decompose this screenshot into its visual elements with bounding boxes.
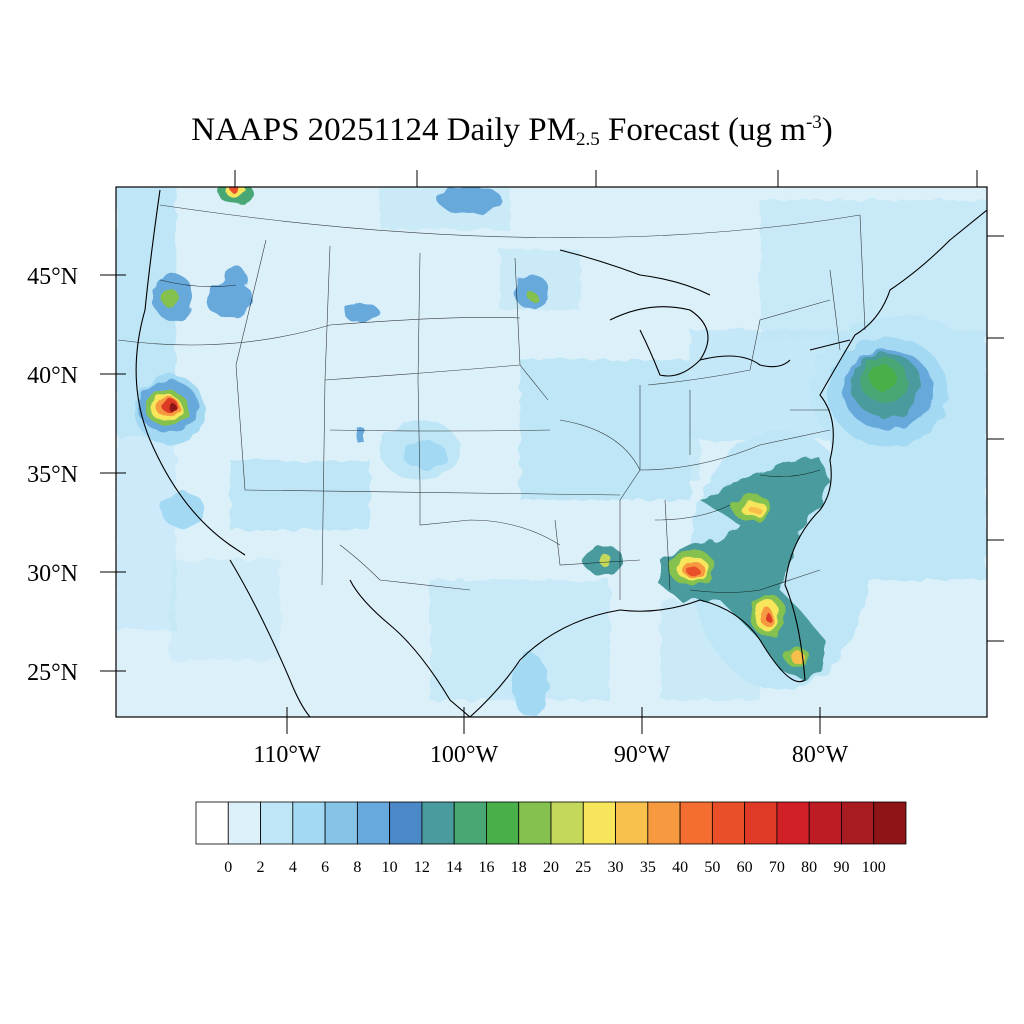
colorbar-label: 25: [575, 859, 591, 876]
colorbar-swatch: [841, 801, 875, 845]
plume-georgia: [732, 495, 772, 521]
map-frame: [115, 186, 988, 718]
latitude-labels: 45°N 40°N 35°N 30°N 25°N: [27, 264, 78, 686]
colorbar-swatch: [582, 801, 616, 845]
colorbar-label: 8: [353, 859, 361, 876]
axis-ticks: [100, 170, 1004, 734]
plume-california: [138, 380, 198, 432]
plume-florida: [751, 593, 809, 667]
colorbar: [195, 801, 907, 845]
title-prefix: NAAPS 20251124 Daily PM: [191, 112, 576, 148]
lon-label-110w: 110°W: [253, 742, 321, 768]
colorbar-swatch: [679, 801, 713, 845]
colorbar-swatch: [421, 801, 455, 845]
title-subscript: 2.5: [575, 129, 600, 150]
colorbar-swatch: [195, 801, 229, 845]
plume-alabama: [669, 550, 715, 586]
coastlines: [135, 189, 987, 717]
plume-southeast: [660, 458, 830, 680]
colorbar-label: 80: [801, 859, 817, 876]
plume-pacific-northwest: [153, 273, 193, 321]
colorbar-label: 30: [608, 859, 624, 876]
colorbar-label: 0: [224, 859, 232, 876]
plume-louisiana: [583, 545, 623, 575]
colorbar-label: 18: [511, 859, 527, 876]
colorbar-swatch: [518, 801, 552, 845]
plume-minnesota: [514, 275, 550, 309]
colorbar-swatch: [453, 801, 487, 845]
colorbar-label: 100: [862, 859, 886, 876]
colorbar-swatch: [389, 801, 423, 845]
colorbar-swatch: [356, 801, 391, 845]
plume-wyoming: [344, 304, 380, 322]
longitude-labels: 110°W 100°W 90°W 80°W: [253, 742, 848, 768]
colorbar-label: 16: [478, 859, 494, 876]
colorbar-swatch: [227, 801, 261, 845]
title-middle: Forecast (ug m: [599, 112, 806, 148]
colorbar-swatch: [292, 801, 326, 845]
plume-idaho: [205, 266, 253, 317]
plume-north-dakota: [438, 187, 502, 214]
state-boundaries: [117, 204, 866, 600]
plume-colorado: [357, 428, 364, 442]
colorbar-swatch: [711, 801, 746, 845]
colorbar-label: 40: [672, 859, 688, 876]
colorbar-label: 12: [414, 859, 430, 876]
title-suffix: ): [821, 112, 833, 148]
lat-label-35: 35°N: [27, 462, 78, 488]
colorbar-swatch: [260, 801, 294, 845]
colorbar-swatch: [873, 801, 907, 845]
pm25-field: [116, 187, 987, 717]
colorbar-label: 14: [446, 859, 462, 876]
lat-label-40: 40°N: [27, 363, 78, 389]
lat-label-45: 45°N: [27, 264, 78, 290]
colorbar-label: 2: [257, 859, 265, 876]
plume-northeast-offshore: [843, 350, 933, 430]
colorbar-swatch: [744, 801, 778, 845]
colorbar-label: 60: [737, 859, 753, 876]
lon-label-100w: 100°W: [430, 742, 499, 768]
colorbar-swatch: [486, 801, 520, 845]
lon-label-80w: 80°W: [792, 742, 849, 768]
lat-label-25: 25°N: [27, 660, 78, 686]
colorbar-label: 90: [833, 859, 849, 876]
colorbar-swatch: [776, 801, 810, 845]
lon-label-90w: 90°W: [614, 742, 671, 768]
colorbar-labels: 0 2 4 6 8 10 12 14 16 18 20 25 30 35 40 50 60 70 80 90 100: [224, 859, 885, 876]
colorbar-label: 50: [704, 859, 720, 876]
colorbar-swatch: [808, 801, 842, 845]
colorbar-label: 4: [289, 859, 297, 876]
lat-label-30: 30°N: [27, 561, 78, 587]
colorbar-swatch: [615, 801, 649, 845]
colorbar-label: 35: [640, 859, 656, 876]
colorbar-label: 10: [382, 859, 398, 876]
map-title: NAAPS 20251124 Daily PM2.5 Forecast (ug …: [0, 112, 1024, 151]
colorbar-label: 6: [321, 859, 329, 876]
map-ticks: [116, 274, 821, 717]
pm25-plumes: [138, 187, 933, 680]
colorbar-label: 70: [769, 859, 785, 876]
colorbar-swatch: [550, 801, 584, 845]
colorbar-label: 20: [543, 859, 559, 876]
title-superscript: -3: [805, 112, 822, 133]
colorbar-swatch: [324, 801, 358, 845]
colorbar-swatch: [647, 801, 681, 845]
plume-montana-border: [218, 187, 252, 204]
